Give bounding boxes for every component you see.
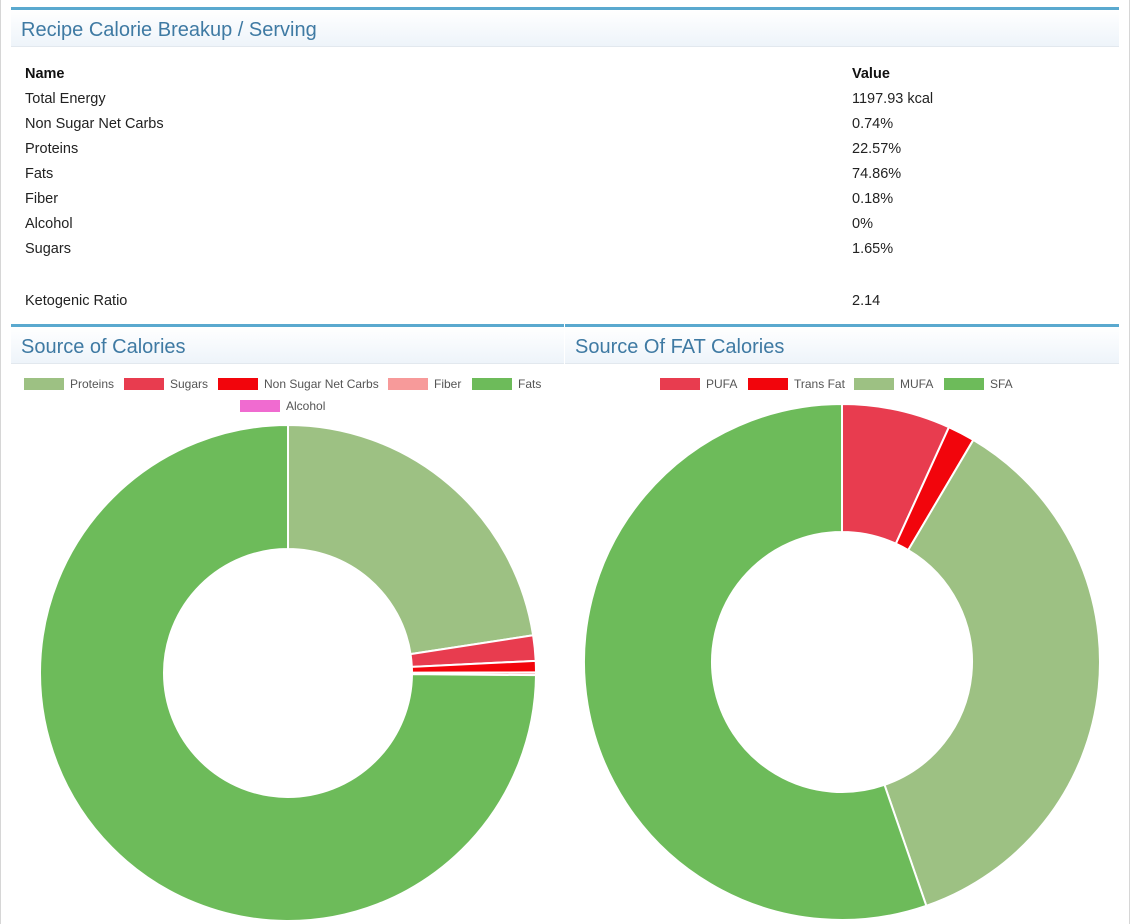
legend-label: Fiber [434,377,462,391]
legend-label: Fats [518,377,542,391]
fat-calories-chart-title: Source Of FAT Calories [575,336,785,358]
legend-label: Alcohol [286,399,326,413]
donut-slice-sfa[interactable] [584,404,928,920]
row-value: 0.74% [852,116,894,132]
row-value: 22.57% [852,141,902,157]
donut-slice-mufa[interactable] [883,438,1100,908]
table-row: Proteins 22.57% [25,141,1105,165]
donut-slice-fats[interactable] [40,425,536,921]
row-name: Proteins [25,141,79,157]
legend-swatch [472,378,512,390]
legend-swatch [660,378,700,390]
row-name: Fats [25,166,54,182]
row-name: Fiber [25,191,59,207]
table-row: Alcohol 0% [25,216,1105,240]
row-value: 0.18% [852,191,894,207]
legend-label: SFA [990,377,1013,391]
table-row: Fats 74.86% [25,166,1105,190]
calories-panel-header: Source of Calories [11,324,564,364]
calories-chart-title: Source of Calories [21,336,186,358]
fat-calories-donut-chart [584,404,1100,920]
column-header-name: Name [25,66,65,82]
row-value: 1.65% [852,241,894,257]
fat-calories-panel-header: Source Of FAT Calories [565,324,1119,364]
legend-swatch [218,378,258,390]
row-value: 0% [852,216,873,232]
row-value: 74.86% [852,166,902,182]
summary-table-header: Name Value [25,66,1105,90]
legend-label: Proteins [70,377,115,391]
ratio-value: 2.14 [852,293,881,309]
summary-panel-title: Recipe Calorie Breakup / Serving [21,19,317,41]
table-row: Total Energy 1197.93 kcal [25,91,1105,115]
donut-slice-proteins[interactable] [287,425,535,656]
legend-label: Trans Fat [794,377,845,391]
calories-donut-chart [40,425,536,921]
column-header-value: Value [852,66,890,82]
legend-label: PUFA [706,377,738,391]
legend-swatch [944,378,984,390]
row-name: Alcohol [25,216,73,232]
ratio-name: Ketogenic Ratio [25,293,128,309]
legend-swatch [124,378,164,390]
legend-label: Sugars [170,377,209,391]
table-row: Fiber 0.18% [25,191,1105,215]
row-name: Total Energy [25,91,106,107]
ketogenic-ratio-row: Ketogenic Ratio 2.14 [25,293,1105,317]
legend-swatch [854,378,894,390]
legend-label: MUFA [900,377,934,391]
row-value: 1197.93 kcal [852,91,934,107]
legend-swatch [24,378,64,390]
frame-left-border [0,0,1,924]
legend-swatch [748,378,788,390]
table-row: Non Sugar Net Carbs 0.74% [25,116,1105,140]
legend-swatch [388,378,428,390]
table-row: Sugars 1.65% [25,241,1105,265]
legend-label: Non Sugar Net Carbs [264,377,379,391]
row-name: Non Sugar Net Carbs [25,116,164,132]
legend-swatch [240,400,280,412]
row-name: Sugars [25,241,71,257]
summary-panel-header: Recipe Calorie Breakup / Serving [11,7,1119,47]
